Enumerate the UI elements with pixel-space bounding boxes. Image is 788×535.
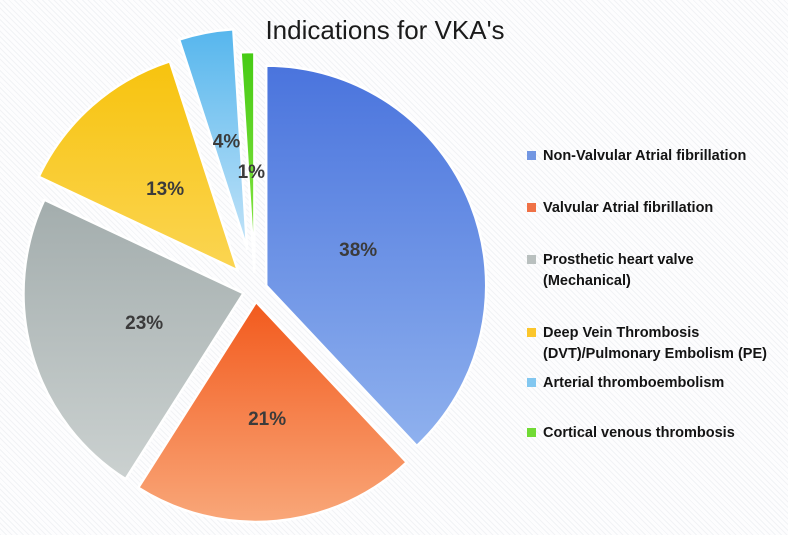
pie-slice-pct-label-0: 38% [339, 240, 377, 261]
pie-slice-pct-label-2: 23% [125, 313, 163, 334]
legend-item-4: Arterial thromboembolism [527, 373, 785, 394]
legend-label: Deep Vein Thrombosis (DVT)/Pulmonary Embo… [543, 325, 767, 362]
pie-slice-4 [177, 27, 249, 250]
legend-item-0: Non-Valvular Atrial fibrillation [527, 146, 785, 167]
legend-label: Non-Valvular Atrial fibrillation [543, 148, 747, 164]
pie-slice-1 [136, 300, 408, 524]
legend-item-2: Prosthetic heart valve (Mechanical) [527, 250, 785, 292]
legend: Non-Valvular Atrial fibrillation Valvular… [527, 146, 785, 444]
legend-label: Prosthetic heart valve (Mechanical) [543, 252, 694, 289]
legend-marker-icon [527, 378, 536, 387]
legend-label: Arterial thromboembolism [543, 375, 725, 391]
pie-slice-pct-label-1: 21% [248, 409, 286, 430]
legend-item-1: Valvular Atrial fibrillation [527, 198, 785, 219]
legend-marker-icon [527, 328, 536, 337]
pie-slice-pct-label-5: 1% [238, 162, 266, 183]
pie-slice-0 [264, 64, 488, 448]
legend-item-5: Cortical venous thrombosis [527, 423, 785, 444]
pie-slice-pct-label-3: 13% [146, 179, 184, 200]
legend-marker-icon [527, 255, 536, 264]
legend-label: Valvular Atrial fibrillation [543, 200, 714, 216]
legend-label: Cortical venous thrombosis [543, 425, 735, 441]
pie-slice-3 [37, 60, 240, 272]
chart-title: Indications for VKA's [265, 15, 505, 45]
pie-slice-2 [22, 198, 245, 481]
legend-marker-icon [527, 428, 536, 437]
legend-marker-icon [527, 151, 536, 160]
legend-marker-icon [527, 203, 536, 212]
pie-slice-5 [239, 50, 256, 274]
legend-item-3: Deep Vein Thrombosis (DVT)/Pulmonary Embo… [527, 323, 785, 365]
pie-slice-pct-label-4: 4% [213, 132, 241, 153]
